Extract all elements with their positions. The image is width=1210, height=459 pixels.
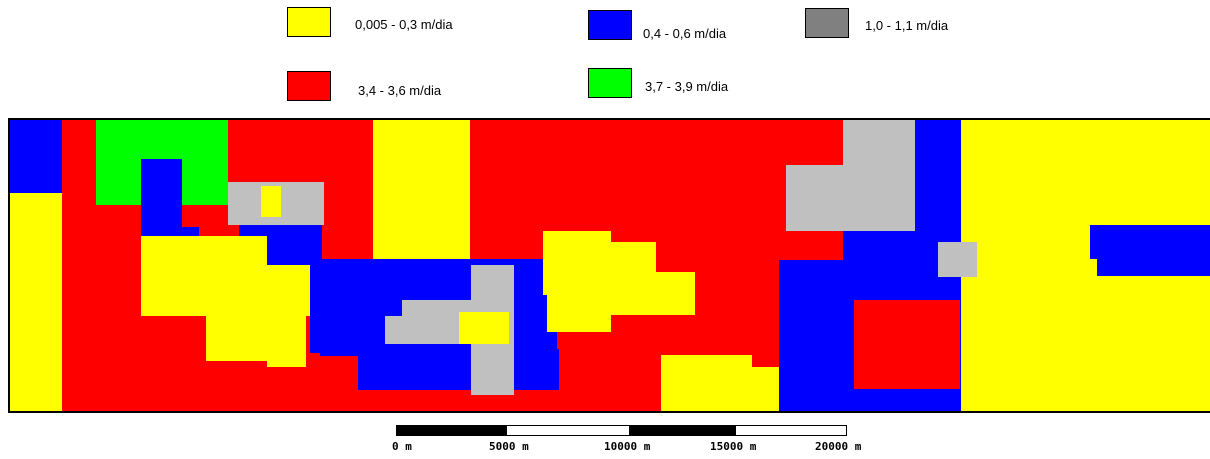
scale-segment — [506, 425, 630, 436]
zone-green — [182, 159, 228, 205]
zone-blue — [141, 159, 182, 227]
scale-tick-label: 20000 m — [815, 440, 862, 453]
zone-yellow — [141, 236, 267, 316]
zone-yellow — [543, 231, 611, 295]
zone-yellow — [459, 312, 509, 344]
zone-green — [96, 119, 228, 159]
zone-yellow — [267, 361, 306, 367]
legend-label-yellow: 0,005 - 0,3 m/dia — [355, 17, 453, 32]
scale-segment — [735, 425, 847, 436]
legend-label-green: 3,7 - 3,9 m/dia — [645, 79, 729, 94]
zone-yellow — [373, 119, 470, 259]
scale-tick-label: 10000 m — [604, 440, 651, 453]
scale-segment — [629, 425, 736, 436]
zone-yellow — [611, 272, 695, 315]
zone-yellow — [267, 265, 310, 316]
scale-tick-label: 5000 m — [489, 440, 529, 453]
zone-yellow — [206, 316, 306, 361]
zone-yellow — [10, 193, 62, 412]
zone-blue — [10, 119, 62, 193]
legend-label-gray: 1,0 - 1,1 m/dia — [865, 18, 949, 33]
zone-gray — [961, 242, 977, 277]
zone-yellow — [661, 355, 752, 412]
zone-blue — [1090, 225, 1210, 259]
legend-swatch-yellow — [287, 7, 331, 37]
scale-segment — [396, 425, 507, 436]
legend-label-red: 3,4 - 3,6 m/dia — [358, 83, 442, 98]
scale-tick-label: 0 m — [392, 440, 412, 453]
zone-yellow — [752, 367, 779, 412]
zone-blue — [1097, 259, 1210, 276]
zone-gray — [402, 300, 472, 316]
legend-swatch-red — [287, 71, 331, 101]
scale-tick-label: 15000 m — [710, 440, 757, 453]
legend-swatch-blue — [588, 10, 632, 40]
legend-swatch-green — [588, 68, 632, 98]
legend-label-blue: 0,4 - 0,6 m/dia — [643, 26, 727, 41]
zone-gray — [786, 165, 843, 231]
zone-green — [96, 159, 141, 205]
zone-yellow — [611, 242, 656, 272]
legend-swatch-gray — [805, 8, 849, 38]
zone-red — [854, 300, 960, 389]
zone-gray — [843, 119, 915, 231]
zone-blue — [358, 349, 559, 390]
conductivity-zone-map — [10, 119, 1210, 412]
zone-blue — [310, 265, 322, 353]
zone-yellow — [547, 295, 611, 332]
zone-yellow — [261, 186, 281, 217]
